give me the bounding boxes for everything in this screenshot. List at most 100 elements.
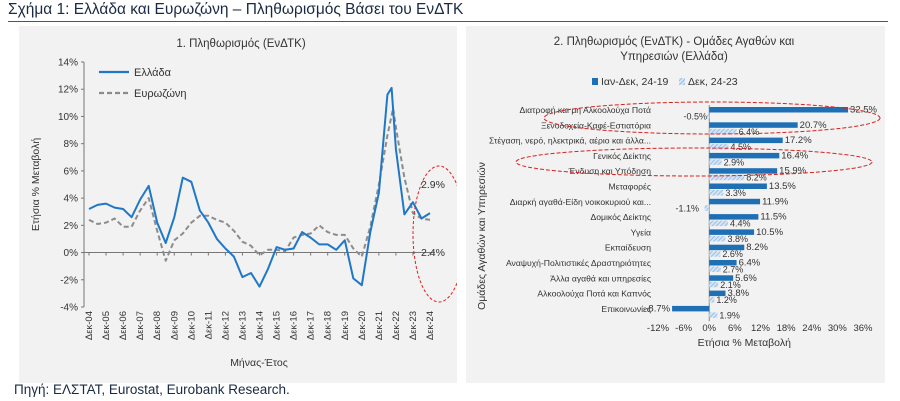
x-tick-label: Δεκ-18 <box>323 311 334 340</box>
data-label-secondary: 6.4% <box>739 127 760 137</box>
x-tick-label: 12% <box>751 323 771 334</box>
x-tick-label: Δεκ-12 <box>220 311 231 340</box>
source-note: Πηγή: ΕΛΣΤΑΤ, Eurostat, Eurobank Researc… <box>14 382 290 397</box>
figure-title: Σχήμα 1: Ελλάδα και Ευρωζώνη – Πληθωρισμ… <box>8 1 464 18</box>
category-label: Ξενοδοχεία-Καφέ-Εστιατόρια <box>541 120 651 130</box>
greece-series-line <box>88 86 431 288</box>
y-tick-label: 10% <box>58 112 78 123</box>
data-label-secondary: 1.2% <box>716 295 737 305</box>
x-tick-label: Δεκ-14 <box>255 311 266 340</box>
category-label: Αλκοολούχα Ποτά και Καπνός <box>537 289 651 299</box>
bar-secondary <box>709 159 722 165</box>
x-tick-label: 24% <box>802 323 822 334</box>
bar-primary <box>709 168 778 174</box>
category-label: Εκπαίδευση <box>605 243 651 253</box>
bar-secondary <box>709 297 715 303</box>
data-label-primary: 11.9% <box>762 196 789 207</box>
bar-primary <box>709 244 745 251</box>
x-tick-label: Δεκ-04 <box>84 311 95 340</box>
bar-chart-title-line1: 2. Πληθωρισμός (ΕνΔΤΚ) - Ομάδες Αγαθών κ… <box>554 36 795 48</box>
bar-primary <box>672 305 710 312</box>
category-label: Μεταφορές <box>609 182 651 192</box>
category-label: Δομικός Δείκτης <box>591 212 652 222</box>
bar-primary <box>709 229 755 235</box>
highlight-ellipse-food <box>543 101 881 135</box>
bar-primary <box>709 122 798 128</box>
x-tick-label: Δεκ-22 <box>391 311 402 340</box>
x-tick-label: Δεκ-21 <box>374 311 385 340</box>
data-label-secondary: 3.3% <box>725 188 746 198</box>
x-tick-label: 30% <box>828 323 848 334</box>
data-label-secondary: 2.7% <box>723 265 744 275</box>
bar-secondary <box>709 220 729 227</box>
data-label-secondary: -0.5% <box>683 112 707 122</box>
highlight-ellipse-general-index <box>515 147 873 177</box>
x-tick-label: Δεκ-11 <box>203 311 214 339</box>
data-label-secondary: 4.4% <box>730 219 751 229</box>
x-tick-label: Δεκ-19 <box>340 311 351 340</box>
x-tick-label: Δεκ-13 <box>237 311 248 340</box>
y-tick-label: -2% <box>60 275 78 286</box>
y-tick-label: 4% <box>64 194 79 205</box>
category-label: Αναψυχή-Πολιτιστικές Δραστηριότητες <box>506 258 651 268</box>
bar-secondary <box>704 205 710 211</box>
y-tick-label: 0% <box>64 248 79 259</box>
annotation-eurozone: 2.4% <box>421 247 445 259</box>
bar-secondary <box>709 281 719 288</box>
data-label-secondary: 3.8% <box>727 234 748 244</box>
y-tick-label: 6% <box>64 166 79 177</box>
category-label: Άλλα αγαθά και υπηρεσίες <box>550 273 651 283</box>
legend-label: Ευρωζώνη <box>134 88 187 100</box>
bar-primary <box>709 152 780 159</box>
bar-chart: 2. Πληθωρισμός (ΕνΔΤΚ) - Ομάδες Αγαθών κ… <box>476 36 881 349</box>
legend-label: Δεκ, 24-23 <box>688 76 738 88</box>
x-tick-label: Δεκ-17 <box>306 311 317 340</box>
data-label-secondary: 1.9% <box>719 310 740 320</box>
data-label-primary: 11.5% <box>760 212 787 223</box>
y-tick-label: 2% <box>64 221 79 232</box>
bar-secondary <box>709 144 729 150</box>
data-label-primary: 15.9% <box>779 166 806 177</box>
data-label-primary: 3.8% <box>727 288 749 299</box>
legend-label: Ιαν-Δεκ, 24-19 <box>601 76 669 88</box>
x-tick-label: 18% <box>777 323 797 334</box>
data-label-primary: 20.7% <box>800 120 827 131</box>
data-label-primary: 13.5% <box>769 181 796 192</box>
x-tick-label: -12% <box>647 323 670 334</box>
title-divider <box>8 21 888 22</box>
x-tick-label: -6% <box>675 323 692 334</box>
data-label-primary: 17.2% <box>785 135 812 146</box>
x-tick-label: 6% <box>728 323 742 334</box>
bar-chart-title-line2: Υπηρεσιών (Ελλάδα) <box>620 51 728 63</box>
data-label-primary: 6.4% <box>739 258 761 269</box>
bar-secondary <box>709 190 724 196</box>
data-label-primary: 32.5% <box>850 105 877 116</box>
data-label-primary: 10.5% <box>756 227 783 238</box>
x-tick-label: Δεκ-06 <box>118 311 129 340</box>
data-label-secondary: 2.9% <box>724 157 745 167</box>
data-label-primary: 8.2% <box>746 242 768 253</box>
bar-secondary <box>709 251 721 257</box>
right-chart-panel: 2. Πληθωρισμός (ΕνΔΤΚ) - Ομάδες Αγαθών κ… <box>466 26 885 383</box>
bar-secondary <box>707 113 710 119</box>
bar-primary <box>709 107 849 113</box>
category-label: Ένδυση και Υπόδηση <box>568 166 652 176</box>
y-tick-label: 12% <box>58 85 78 96</box>
annotation-greece: 2.9% <box>421 179 445 191</box>
x-axis-label: Ετήσια % Μεταβολή <box>698 337 791 349</box>
data-label-primary: 5.6% <box>735 273 757 284</box>
left-chart-panel: 1. Πληθωρισμός (ΕνΔΤΚ) -4% -2% 0% 2% 4% 6% 8% 10… <box>19 26 457 383</box>
bar-primary <box>709 214 759 220</box>
legend-swatch-solid <box>592 78 598 85</box>
x-tick-label: Δεκ-24 <box>425 311 436 340</box>
bar-primary <box>709 260 737 266</box>
line-chart-title: 1. Πληθωρισμός (ΕνΔΤΚ) <box>176 38 306 50</box>
x-tick-label: 36% <box>853 323 873 334</box>
bar-primary <box>709 198 761 205</box>
highlight-ellipse <box>412 165 457 303</box>
y-tick-label: 8% <box>64 139 79 150</box>
x-tick-label: Δεκ-08 <box>152 311 163 340</box>
data-label-primary: 16.4% <box>781 150 808 161</box>
x-tick-label: Δεκ-07 <box>135 311 146 340</box>
y-axis-label: Ομάδες Αγαθών και Υπηρεσιών <box>476 162 488 310</box>
